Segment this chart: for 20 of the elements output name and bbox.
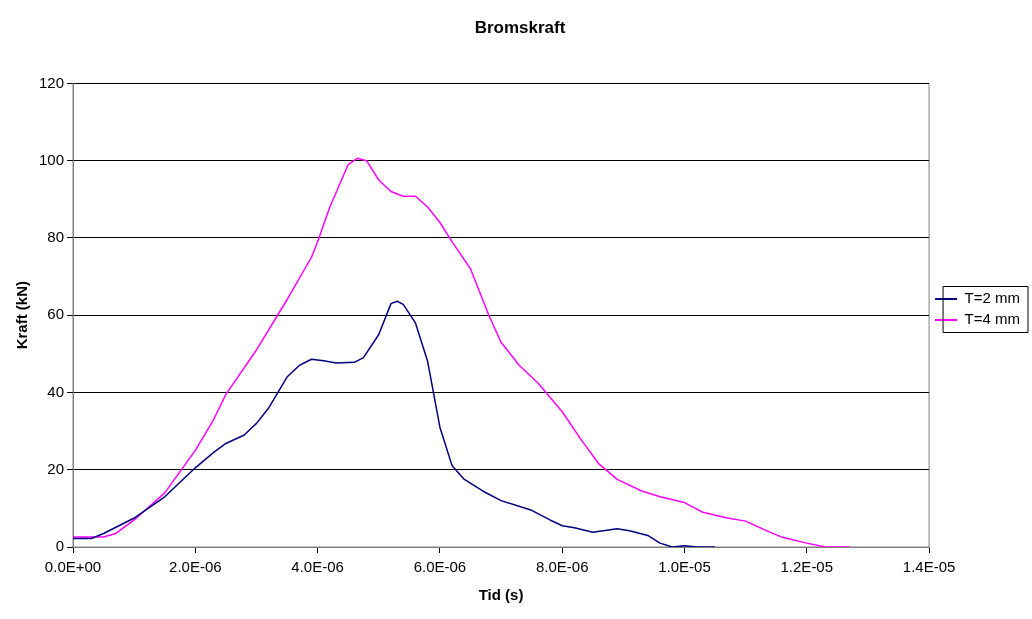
chart-title: Bromskraft: [474, 17, 566, 37]
x-tick-label: 1.2E-05: [780, 558, 834, 576]
legend-label: T=2 mm: [964, 289, 1021, 307]
x-tick-label: 2.0E-06: [169, 558, 222, 576]
y-tick-label: 20: [47, 459, 65, 477]
x-axis-title: Tid (s): [478, 586, 524, 604]
x-tick-label: 1.0E-05: [658, 558, 711, 576]
y-tick-label: 80: [47, 228, 65, 246]
y-tick-label: 40: [47, 382, 65, 400]
x-tick-label: 6.0E-06: [413, 558, 467, 576]
x-tick-label: 1.4E-05: [902, 558, 956, 576]
x-tick-label: 8.0E-06: [535, 558, 589, 576]
y-axis-title: Kraft (kN): [13, 281, 31, 350]
y-tick-label: 60: [47, 305, 65, 323]
x-tick-label: 0.0E+00: [44, 558, 102, 576]
x-tick-label: 4.0E-06: [291, 558, 344, 576]
y-tick-label: 120: [39, 73, 65, 91]
y-tick-label: 100: [39, 150, 65, 168]
y-tick-label: 0: [55, 537, 65, 555]
legend-label: T=4 mm: [964, 310, 1021, 328]
